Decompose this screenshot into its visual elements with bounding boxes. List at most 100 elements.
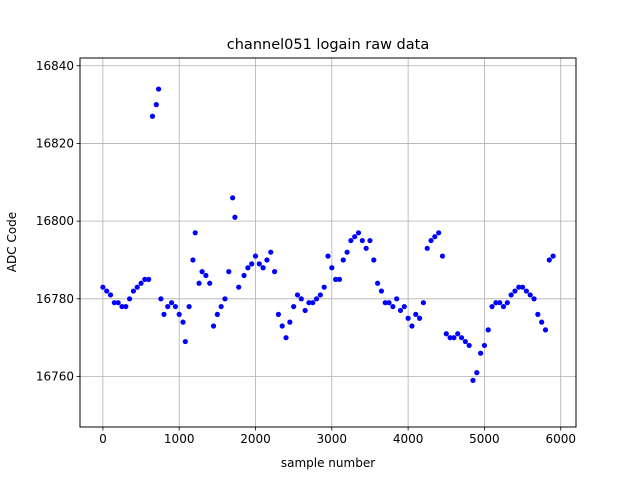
y-tick-label: 16840 [36, 59, 74, 73]
x-tick-label: 2000 [240, 432, 271, 446]
data-point [359, 237, 365, 244]
data-point [420, 300, 426, 306]
data-point [182, 338, 188, 345]
data-point [111, 300, 117, 306]
data-point [207, 280, 213, 286]
data-point [539, 319, 545, 325]
data-point [210, 323, 217, 329]
data-point [527, 292, 533, 298]
data-point [333, 276, 339, 282]
data-point [203, 272, 209, 279]
data-points [100, 86, 556, 383]
data-point [535, 311, 541, 317]
data-point [489, 303, 495, 310]
data-point [413, 311, 419, 317]
data-point [214, 311, 220, 317]
data-point [519, 284, 526, 290]
data-point [294, 292, 301, 298]
data-point [146, 276, 152, 282]
x-tick-label: 1000 [164, 432, 195, 446]
x-tick-label: 5000 [469, 432, 500, 446]
data-point [245, 265, 251, 271]
data-point [340, 257, 346, 263]
data-point [298, 296, 304, 302]
data-point [149, 113, 156, 119]
data-point [478, 350, 484, 356]
data-point [523, 288, 530, 294]
plot-frame [79, 57, 577, 428]
data-point [130, 288, 137, 294]
data-point [481, 342, 488, 349]
data-point [432, 234, 438, 240]
data-point [158, 296, 164, 302]
data-point [165, 303, 171, 310]
data-point [352, 234, 358, 240]
data-point [497, 300, 503, 306]
data-point [542, 327, 549, 333]
data-point [241, 272, 247, 279]
data-point [405, 315, 411, 321]
data-point [268, 249, 274, 255]
data-point [127, 296, 133, 302]
data-point [283, 335, 289, 341]
data-point [321, 284, 327, 290]
data-point [310, 300, 316, 306]
y-axis-ticks: 16760 16780 16800 16820 16840 [36, 59, 80, 384]
data-point [550, 253, 556, 259]
data-point [329, 265, 335, 271]
data-point [115, 300, 121, 306]
data-point [409, 323, 415, 329]
data-point [275, 311, 281, 317]
data-point [291, 303, 297, 310]
data-point [466, 342, 472, 349]
y-tick-label: 16800 [36, 214, 74, 228]
data-point [249, 261, 255, 267]
data-point [168, 300, 175, 306]
data-point [104, 288, 110, 294]
y-axis-label: ADC Code [5, 212, 19, 272]
data-point [382, 300, 388, 306]
data-point [153, 102, 159, 108]
data-point [458, 335, 465, 341]
data-point [363, 245, 369, 251]
data-point [344, 249, 350, 255]
data-point [260, 265, 266, 271]
data-point [455, 331, 461, 337]
data-point [186, 303, 192, 310]
data-point [161, 311, 167, 317]
data-point [500, 303, 507, 310]
data-point [218, 303, 224, 310]
data-point [439, 253, 446, 259]
data-point [172, 303, 178, 310]
x-axis-ticks: 0 1000 2000 3000 4000 5000 6000 [99, 427, 576, 446]
data-point [355, 230, 362, 236]
data-point [313, 296, 320, 302]
data-point [394, 296, 400, 302]
x-tick-label: 3000 [317, 432, 348, 446]
x-tick-label: 6000 [545, 432, 576, 446]
data-point [138, 280, 144, 286]
data-point [271, 269, 278, 275]
data-point [443, 331, 449, 337]
data-point [252, 253, 259, 259]
data-point [199, 269, 205, 275]
data-point [176, 311, 182, 317]
data-point [142, 276, 148, 282]
data-point [180, 319, 186, 325]
data-point [336, 276, 343, 282]
data-point [119, 303, 125, 310]
x-tick-label: 0 [99, 432, 107, 446]
data-point [386, 300, 392, 306]
data-point [264, 257, 270, 263]
data-point [302, 307, 308, 314]
data-point [155, 86, 162, 92]
y-tick-label: 16820 [36, 136, 74, 150]
data-point [428, 237, 434, 244]
data-point [325, 253, 331, 259]
data-point [279, 323, 285, 329]
data-point [192, 230, 198, 236]
data-point [317, 292, 323, 298]
data-point [378, 288, 385, 294]
